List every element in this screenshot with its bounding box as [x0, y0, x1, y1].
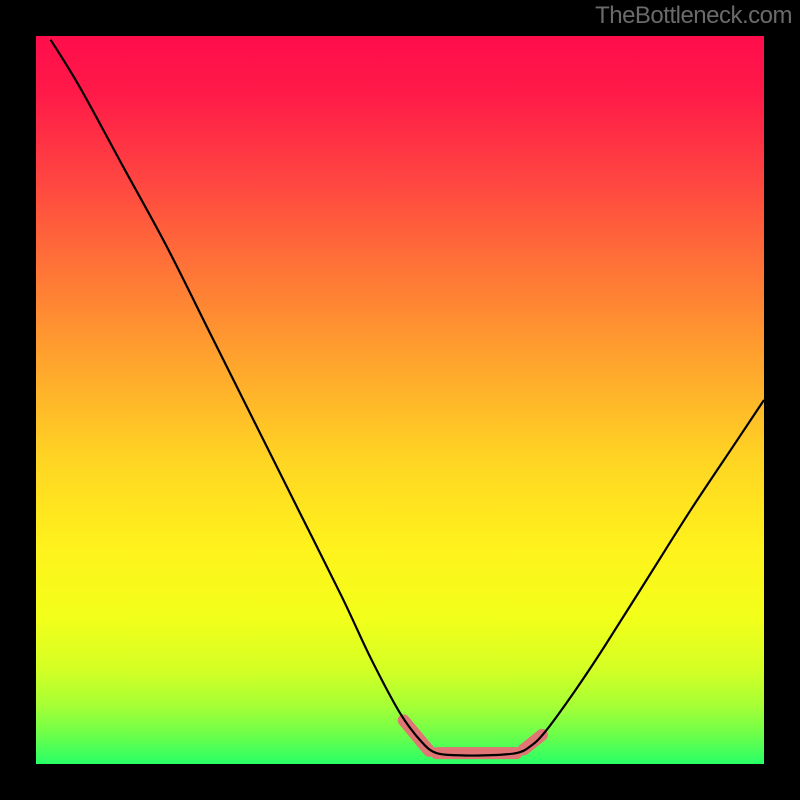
- chart-plot-background: [36, 36, 764, 764]
- attribution-text: TheBottleneck.com: [595, 2, 792, 30]
- bottleneck-chart: [0, 0, 800, 800]
- chart-container: TheBottleneck.com: [0, 0, 800, 800]
